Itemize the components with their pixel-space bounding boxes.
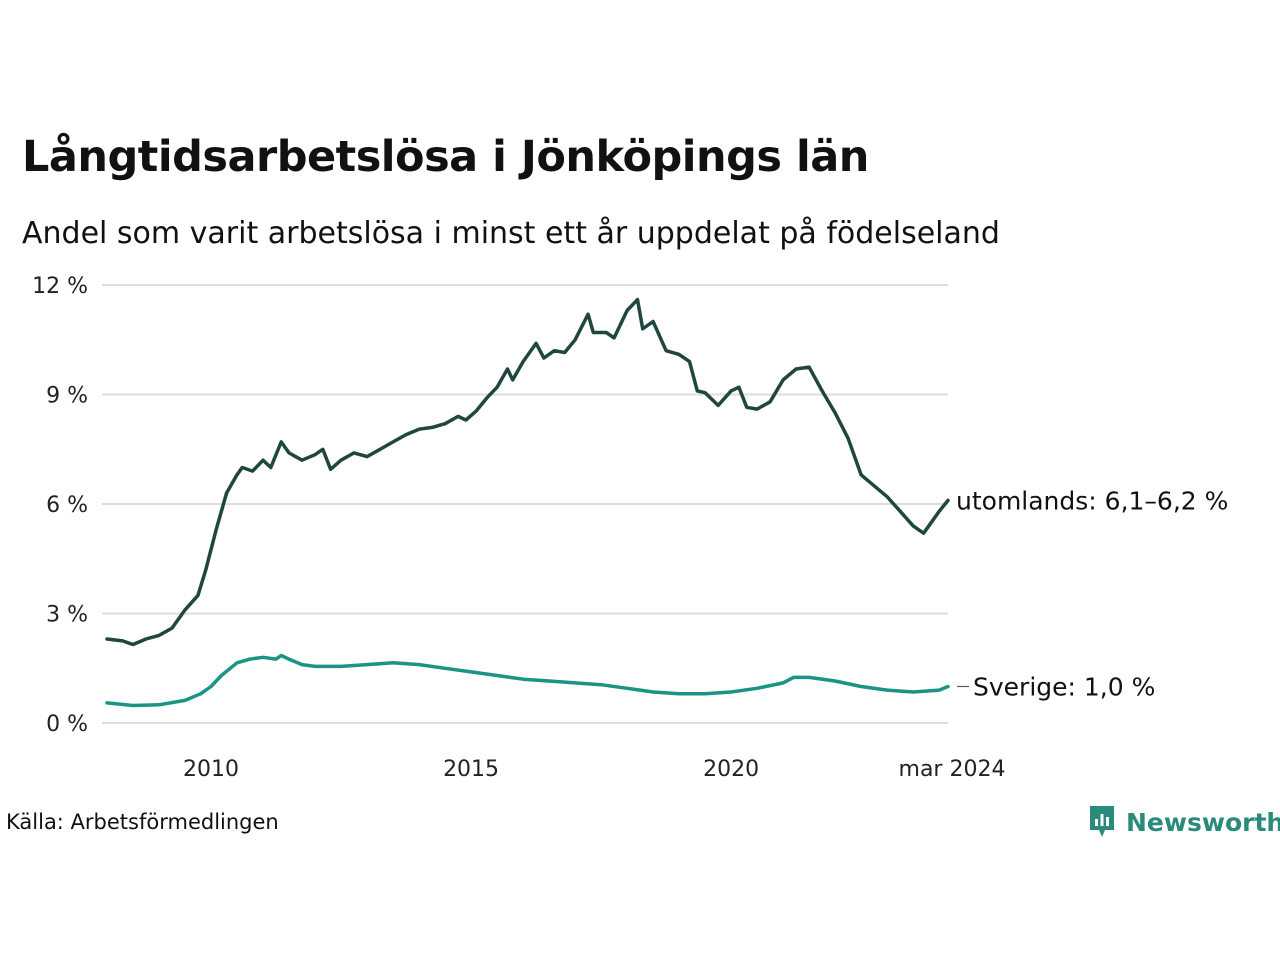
y-tick-label: 6 %	[46, 493, 88, 518]
grid	[102, 284, 948, 724]
y-axis: 0 % 3 % 6 % 9 % 12 %	[32, 274, 88, 737]
series-line-utomlands	[105, 297, 950, 647]
series-labels: utomlands: 6,1–6,2 % Sverige: 1,0 %	[956, 486, 1228, 701]
x-tick-label: 2015	[443, 757, 499, 782]
y-tick-label: 0 %	[46, 712, 88, 737]
series-label-sverige: Sverige: 1,0 %	[973, 673, 1155, 702]
series-line-sverige	[105, 653, 950, 708]
chart-subtitle: Andel som varit arbetslösa i minst ett å…	[22, 216, 1000, 251]
source-note: Källa: Arbetsförmedlingen	[6, 810, 279, 834]
chart-title: Långtidsarbetslösa i Jönköpings län	[22, 132, 869, 182]
y-tick-label: 9 %	[46, 384, 88, 409]
series-label-utomlands: utomlands: 6,1–6,2 %	[956, 486, 1228, 515]
newsworthy-logo: Newsworthy	[1088, 804, 1280, 840]
series-lines	[105, 297, 950, 708]
x-tick-label: 2010	[183, 757, 239, 782]
brand-name: Newsworthy	[1126, 807, 1280, 837]
x-tick-label: 2020	[703, 757, 759, 782]
y-tick-label: 3 %	[46, 603, 88, 628]
x-tick-label: mar 2024	[899, 757, 1006, 782]
x-axis: 2010 2015 2020 mar 2024	[183, 757, 1005, 782]
newsworthy-logo-icon	[1090, 806, 1114, 837]
y-tick-label: 12 %	[32, 274, 88, 299]
